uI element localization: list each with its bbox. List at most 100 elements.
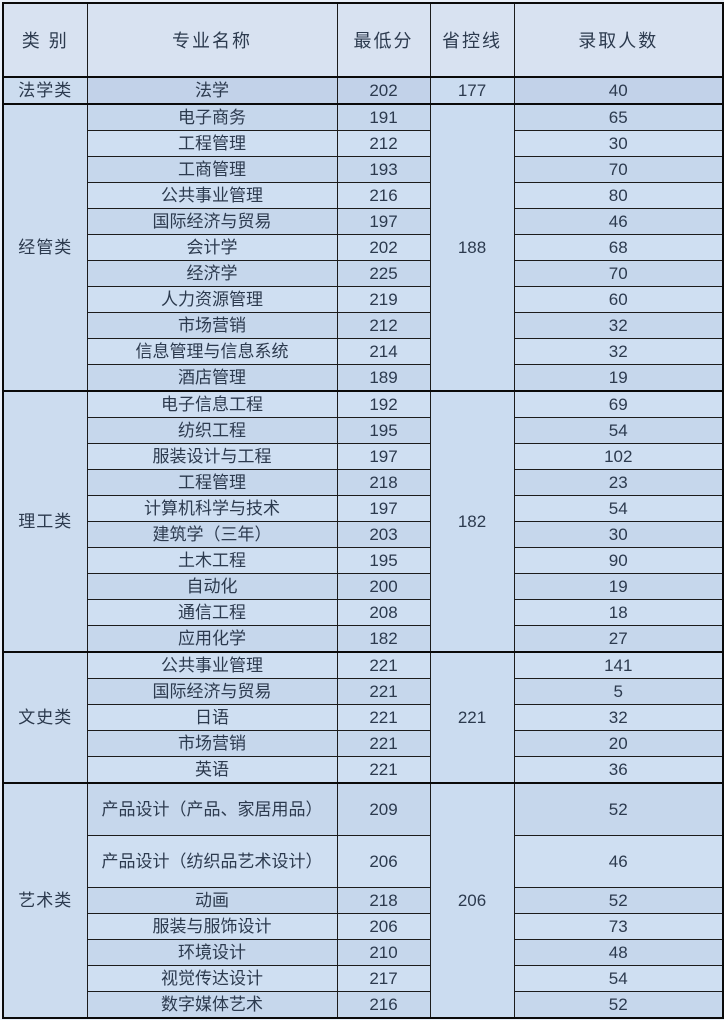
admitted-cell: 32 (513, 704, 724, 731)
min-score-cell: 202 (336, 76, 431, 105)
major-cell: 公共事业管理 (86, 182, 338, 209)
major-cell: 应用化学 (86, 625, 338, 653)
major-cell: 动画 (86, 887, 338, 914)
min-score-cell: 210 (336, 939, 431, 966)
table-row: 酒店管理 189 19 (3, 364, 724, 392)
major-cell: 工程管理 (86, 130, 338, 157)
major-cell: 工程管理 (86, 469, 338, 496)
min-score-cell: 197 (336, 443, 431, 470)
major-cell: 英语 (86, 756, 338, 784)
major-cell: 服装与服饰设计 (86, 913, 338, 940)
admitted-cell: 27 (513, 625, 724, 653)
admitted-cell: 18 (513, 599, 724, 626)
category-cell: 文史类 (2, 651, 88, 784)
major-cell: 国际经济与贸易 (86, 208, 338, 235)
major-cell: 国际经济与贸易 (86, 678, 338, 705)
min-score-cell: 217 (336, 965, 431, 992)
admitted-cell: 52 (513, 991, 724, 1019)
header-admitted: 录取人数 (513, 2, 724, 78)
min-score-cell: 216 (336, 991, 431, 1019)
major-cell: 工商管理 (86, 156, 338, 183)
min-score-cell: 182 (336, 625, 431, 653)
min-score-cell: 206 (336, 835, 431, 888)
min-score-cell: 218 (336, 887, 431, 914)
major-cell: 环境设计 (86, 939, 338, 966)
table-row: 应用化学 182 27 (3, 625, 724, 653)
min-score-cell: 208 (336, 599, 431, 626)
admitted-cell: 46 (513, 835, 724, 888)
major-cell: 法学 (86, 76, 338, 105)
min-score-cell: 216 (336, 182, 431, 209)
table-row: 公共事业管理 216 80 (3, 182, 724, 209)
admitted-cell: 90 (513, 547, 724, 574)
table-row: 日语 221 32 (3, 704, 724, 731)
header-control-line: 省控线 (429, 2, 515, 78)
admitted-cell: 52 (513, 782, 724, 836)
min-score-cell: 193 (336, 156, 431, 183)
admitted-cell: 65 (513, 103, 724, 131)
table-row: 环境设计 210 48 (3, 939, 724, 966)
category-cell: 理工类 (2, 390, 88, 653)
min-score-cell: 221 (336, 704, 431, 731)
table-row: 视觉传达设计 217 54 (3, 965, 724, 992)
min-score-cell: 218 (336, 469, 431, 496)
admitted-cell: 19 (513, 364, 724, 392)
min-score-cell: 214 (336, 338, 431, 365)
major-cell: 信息管理与信息系统 (86, 338, 338, 365)
admitted-cell: 54 (513, 965, 724, 992)
min-score-cell: 202 (336, 234, 431, 261)
admitted-cell: 46 (513, 208, 724, 235)
table-row: 英语 221 36 (3, 756, 724, 784)
major-cell: 计算机科学与技术 (86, 495, 338, 522)
min-score-cell: 206 (336, 913, 431, 940)
admitted-cell: 23 (513, 469, 724, 496)
admitted-cell: 48 (513, 939, 724, 966)
major-cell: 土木工程 (86, 547, 338, 574)
admitted-cell: 20 (513, 730, 724, 757)
admitted-cell: 30 (513, 521, 724, 548)
min-score-cell: 221 (336, 730, 431, 757)
table-row: 土木工程 195 90 (3, 547, 724, 574)
admitted-cell: 54 (513, 495, 724, 522)
table-row: 工商管理 193 70 (3, 156, 724, 183)
major-cell: 经济学 (86, 260, 338, 287)
table-row: 艺术类 产品设计（产品、家居用品） 209 206 52 (2, 782, 724, 1019)
min-score-cell: 221 (336, 756, 431, 784)
major-cell: 会计学 (86, 234, 338, 261)
min-score-cell: 212 (336, 130, 431, 157)
major-cell: 纺织工程 (86, 417, 338, 444)
table-row: 建筑学（三年） 203 30 (3, 521, 724, 548)
admitted-cell: 36 (513, 756, 724, 784)
min-score-cell: 197 (336, 495, 431, 522)
control-line-cell: 182 (429, 390, 515, 653)
min-score-cell: 209 (336, 782, 431, 836)
header-major: 专业名称 (86, 2, 338, 78)
control-line-cell: 221 (429, 651, 515, 784)
major-cell: 数字媒体艺术 (86, 991, 338, 1019)
major-cell: 市场营销 (86, 730, 338, 757)
min-score-cell: 219 (336, 286, 431, 313)
major-cell: 视觉传达设计 (86, 965, 338, 992)
table-row: 计算机科学与技术 197 54 (3, 495, 724, 522)
header-min-score: 最低分 (336, 2, 431, 78)
table-row: 服装设计与工程 197 102 (3, 443, 724, 470)
table-row: 工程管理 218 23 (3, 469, 724, 496)
table-row: 会计学 202 68 (3, 234, 724, 261)
control-line-cell: 206 (429, 782, 515, 1019)
major-cell: 电子信息工程 (86, 390, 338, 418)
min-score-cell: 192 (336, 390, 431, 418)
table-row: 动画 218 52 (3, 887, 724, 914)
major-cell: 酒店管理 (86, 364, 338, 392)
admitted-cell: 52 (513, 887, 724, 914)
min-score-cell: 189 (336, 364, 431, 392)
category-cell: 经管类 (2, 103, 88, 392)
admitted-cell: 54 (513, 417, 724, 444)
table-row: 纺织工程 195 54 (3, 417, 724, 444)
admitted-cell: 68 (513, 234, 724, 261)
admitted-cell: 73 (513, 913, 724, 940)
admitted-cell: 70 (513, 260, 724, 287)
min-score-cell: 191 (336, 103, 431, 131)
major-cell: 建筑学（三年） (86, 521, 338, 548)
admitted-cell: 40 (513, 76, 724, 105)
